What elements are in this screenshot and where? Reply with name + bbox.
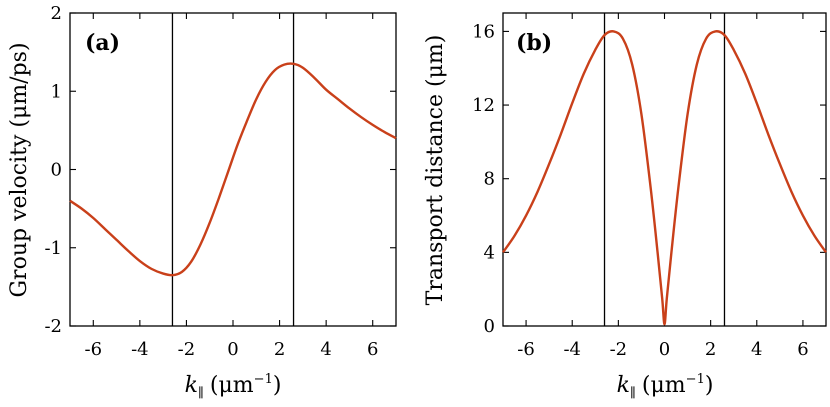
x-tick-label-b: -4 xyxy=(563,339,581,360)
x-label-close-a: ) xyxy=(273,373,282,398)
x-tick-label-b: 6 xyxy=(797,339,808,360)
y-tick-label-a: 0 xyxy=(51,160,62,181)
x-label-k-a: k xyxy=(185,373,198,398)
x-tick-label-a: -6 xyxy=(85,339,103,360)
vlines-b xyxy=(603,13,726,326)
distance-curve xyxy=(502,30,827,326)
x-label-exp-a: −1 xyxy=(254,372,273,387)
y-tick-label-a: 2 xyxy=(51,3,62,24)
ticks-b: -6 -4 -2 0 2 4 6 0 4 8 12 16 xyxy=(472,13,826,360)
y-axis-label-a: Group velocity (μm/ps) xyxy=(7,42,32,297)
plot-frame-b xyxy=(502,12,827,327)
panel-a: -6 -4 -2 0 2 4 6 -2 -1 0 1 2 (a) Group velocity (μm… xyxy=(7,3,397,401)
y-tick-label-b: 8 xyxy=(484,169,495,190)
x-label-close-b: ) xyxy=(705,373,714,398)
x-tick-label-b: 0 xyxy=(659,339,670,360)
x-tick-label-a: 2 xyxy=(274,339,285,360)
x-label-unit-a: (μm xyxy=(210,373,254,398)
x-tick-label-a: -4 xyxy=(131,339,149,360)
x-tick-label-a: 6 xyxy=(367,339,378,360)
plot-frame-a xyxy=(69,12,397,327)
x-label-sub-a: ∥ xyxy=(198,386,204,401)
y-tick-label-a: 1 xyxy=(51,81,62,102)
x-axis-label-b: k∥ (μm−1) xyxy=(617,372,714,401)
x-axis-label-a: k∥ (μm−1) xyxy=(185,372,282,401)
velocity-curve xyxy=(69,62,397,277)
y-tick-label-b: 4 xyxy=(484,242,495,263)
x-tick-label-a: 4 xyxy=(320,339,331,360)
x-label-unit-b: (μm xyxy=(642,373,686,398)
y-tick-label-a: -2 xyxy=(44,316,62,337)
panel-label-b: (b) xyxy=(516,30,552,56)
ticks-a: -6 -4 -2 0 2 4 6 -2 -1 0 1 2 xyxy=(44,3,396,360)
y-tick-label-b: 0 xyxy=(484,316,495,337)
y-tick-label-b: 12 xyxy=(472,95,495,116)
y-axis-label-b: Transport distance (μm) xyxy=(423,35,448,306)
x-tick-label-a: -2 xyxy=(178,339,196,360)
x-tick-label-b: -6 xyxy=(517,339,535,360)
x-tick-label-a: 0 xyxy=(227,339,238,360)
x-tick-label-b: 4 xyxy=(751,339,762,360)
x-tick-label-b: -2 xyxy=(610,339,628,360)
y-tick-label-a: -1 xyxy=(44,238,62,259)
panel-b: -6 -4 -2 0 2 4 6 0 4 8 12 16 (b) Transport distance… xyxy=(423,12,827,401)
x-tick-label-b: 2 xyxy=(705,339,716,360)
x-label-sub-b: ∥ xyxy=(630,386,636,401)
x-label-k-b: k xyxy=(617,373,630,398)
panel-label-a: (a) xyxy=(85,30,120,56)
x-label-exp-b: −1 xyxy=(686,372,705,387)
y-tick-label-b: 16 xyxy=(472,21,495,42)
vlines-a xyxy=(171,13,295,326)
